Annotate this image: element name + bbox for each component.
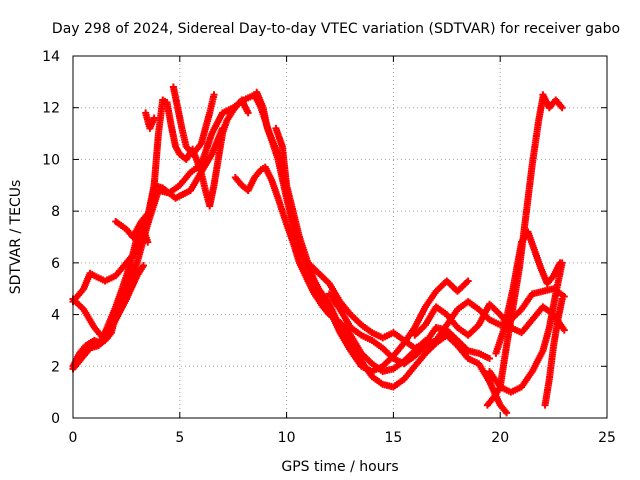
data-point [150, 114, 158, 122]
x-tick-label: 20 [491, 430, 509, 446]
series-arc10 [272, 124, 472, 375]
x-tick-label: 10 [278, 430, 296, 446]
data-point [558, 295, 566, 303]
data-point [558, 259, 566, 267]
data-point [558, 104, 566, 112]
axis-ticks: 0 5 10 15 20 25 0 2 4 6 8 10 12 14 [42, 49, 616, 446]
y-tick-label: 8 [51, 204, 60, 220]
series-arc6 [142, 109, 158, 132]
data-point [144, 238, 152, 246]
y-tick-label: 6 [51, 256, 60, 272]
data-point [464, 277, 472, 285]
data-point [560, 326, 568, 334]
x-tick-label: 15 [384, 430, 402, 446]
y-axis-label: SDTVAR / TECUs [8, 180, 24, 295]
data-point [139, 261, 147, 269]
plot-frame [72, 55, 608, 419]
y-tick-label: 0 [51, 411, 60, 427]
series-arc16 [539, 91, 566, 112]
data-marks [69, 83, 568, 417]
series-arc14 [492, 228, 564, 357]
y-tick-label: 10 [42, 152, 60, 168]
series-arc7 [169, 83, 218, 158]
y-tick-label: 12 [42, 101, 60, 117]
y-tick-label: 4 [51, 308, 60, 324]
series-arc17 [541, 295, 566, 409]
series-arc4 [69, 261, 147, 373]
data-point [210, 91, 218, 99]
series-arc8 [231, 163, 429, 375]
data-point [244, 109, 252, 117]
x-tick-label: 25 [598, 430, 616, 446]
data-point [503, 409, 511, 417]
y-tick-label: 14 [42, 49, 60, 65]
chart-title: Day 298 of 2024, Sidereal Day-to-day VTE… [52, 21, 620, 37]
y-tick-label: 2 [51, 359, 60, 375]
x-tick-label: 5 [175, 430, 184, 446]
x-tick-label: 0 [69, 430, 78, 446]
data-point [486, 355, 494, 363]
series-arc15 [486, 259, 566, 396]
series-arc5 [112, 96, 252, 241]
x-axis-label: GPS time / hours [281, 459, 398, 475]
series-arc11 [325, 285, 568, 368]
series-arc12 [411, 300, 568, 339]
